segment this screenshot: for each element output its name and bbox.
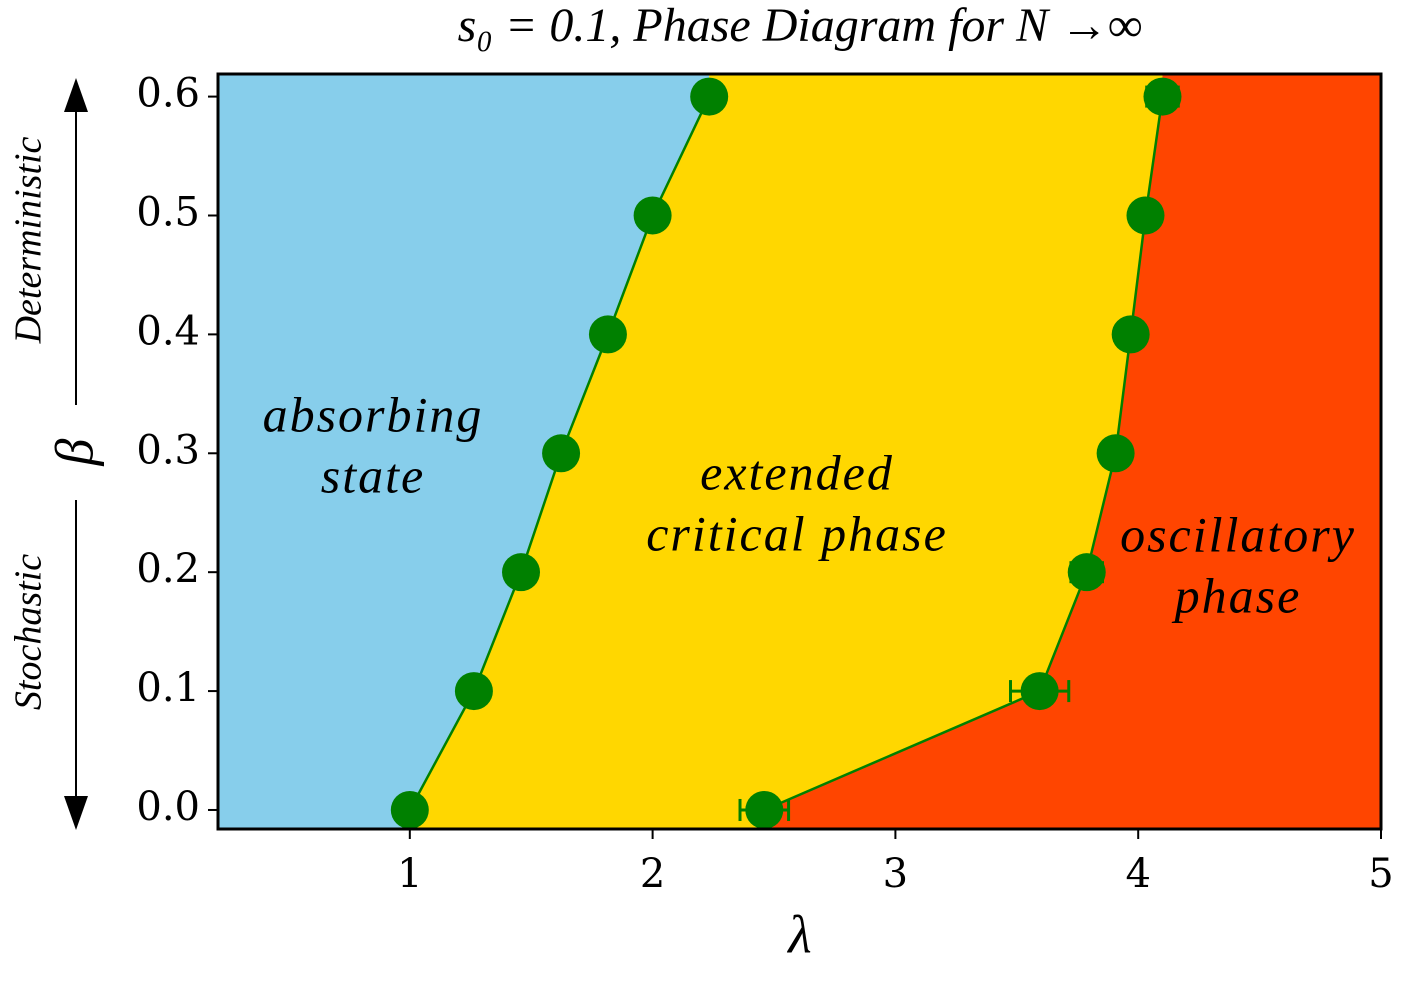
point (1126, 196, 1165, 235)
point (745, 790, 784, 829)
y-tick-label: 0.1 (136, 665, 200, 711)
marks (208, 77, 1382, 839)
annotation: state (321, 447, 425, 503)
x-tick-label: 5 (1368, 851, 1393, 897)
region-absorbing (218, 74, 710, 829)
stochastic-label: Stochastic (8, 554, 50, 710)
region-critical (409, 74, 1163, 829)
point (390, 790, 429, 829)
y-tick-label: 0.5 (136, 189, 200, 235)
x-tick-label: 4 (1125, 851, 1150, 897)
point (1143, 77, 1182, 116)
arrow-up-head (64, 78, 88, 112)
chart-title: s₀ = 0.1, Phase Diagram for N →∞ (458, 0, 1143, 52)
annotation: oscillatory (1120, 506, 1356, 562)
annotation: absorbing (263, 386, 484, 442)
x-tick-label: 1 (397, 851, 422, 897)
annotation: critical phase (646, 505, 948, 561)
point (690, 77, 729, 116)
point (454, 672, 493, 711)
point (588, 315, 627, 354)
plot-frame (216, 72, 1383, 831)
y-tick-label: 0.6 (136, 71, 200, 117)
y-tick-label: 0.3 (136, 427, 200, 473)
x-tick-label: 2 (640, 851, 665, 897)
point (1096, 434, 1135, 473)
deterministic-label: Deterministic (8, 136, 50, 344)
annotation: phase (1172, 567, 1302, 623)
x-tick-label: 3 (883, 851, 908, 897)
point (542, 434, 581, 473)
point (502, 553, 541, 592)
point (1111, 315, 1150, 354)
y-axis-label: β (44, 438, 104, 466)
y-tick-label: 0.2 (136, 546, 200, 592)
point (1020, 672, 1059, 711)
y-tick-label: 0.4 (136, 308, 200, 354)
regions (218, 74, 1381, 829)
point (1067, 553, 1106, 592)
point (633, 196, 672, 235)
x-axis-label: λ (786, 904, 811, 964)
arrow-down-head (64, 796, 88, 830)
region-oscillatory (764, 74, 1381, 829)
y-tick-label: 0.0 (136, 784, 200, 830)
annotation: extended (700, 444, 894, 500)
